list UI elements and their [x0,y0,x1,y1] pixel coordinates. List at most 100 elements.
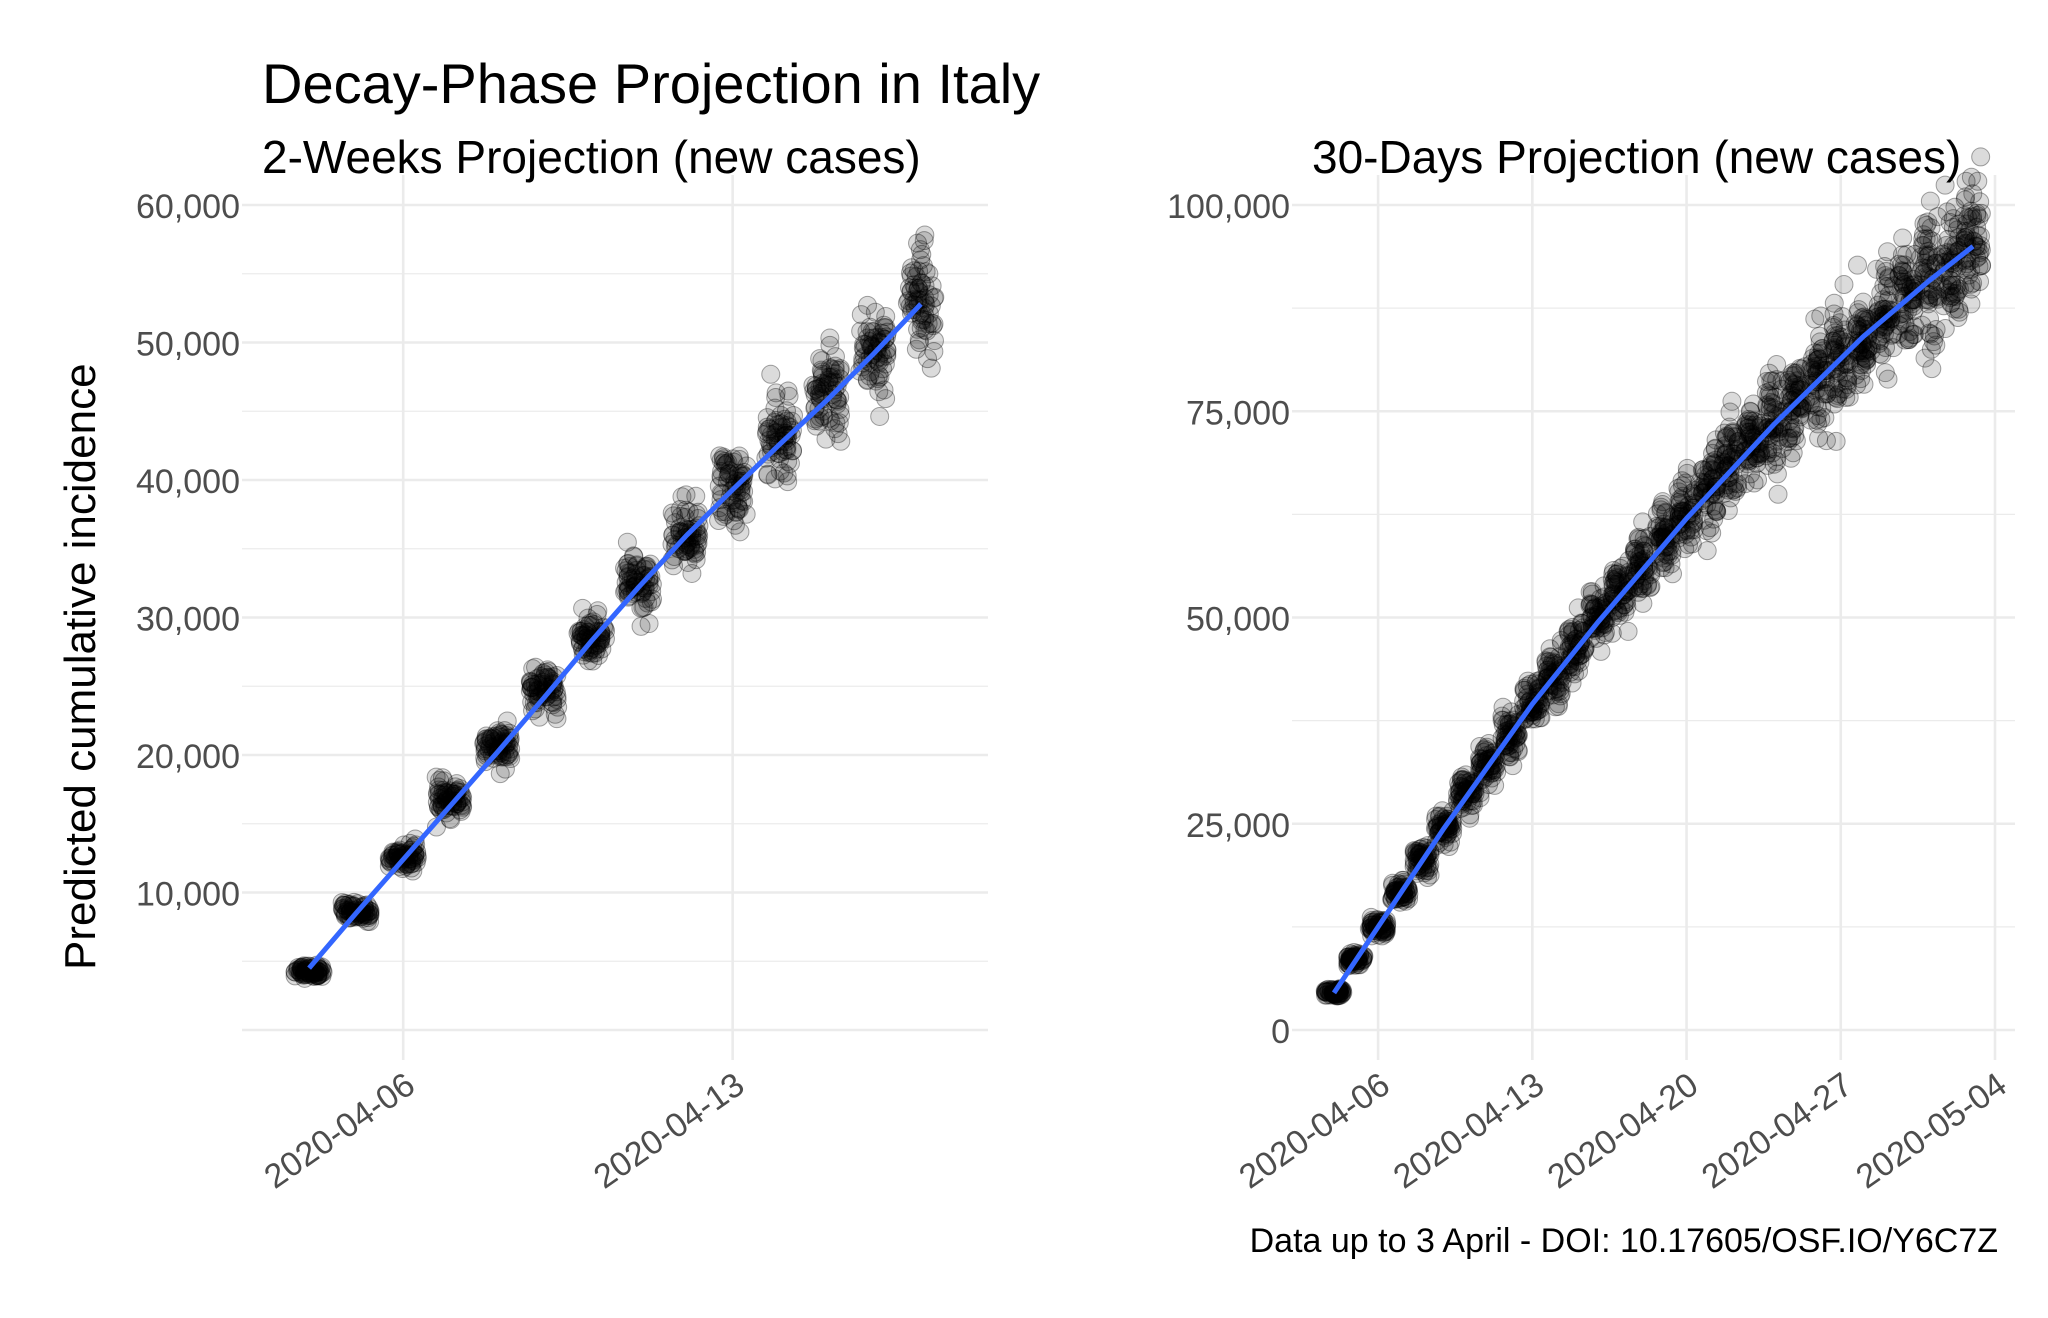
data-point [1584,599,1604,619]
data-point [475,741,495,761]
data-point [642,581,662,601]
data-point [1955,221,1975,241]
data-point [531,666,551,686]
data-point [537,660,557,680]
data-point [476,729,496,749]
data-point [476,726,496,746]
data-point [523,677,543,697]
data-point [358,907,378,927]
data-point [1971,147,1991,167]
data-point [335,895,355,915]
data-point [308,966,328,986]
data-point [307,966,327,986]
simulated-points [1315,147,1992,1006]
data-point [285,966,305,986]
data-point [1702,523,1722,543]
data-point [1673,486,1693,506]
data-point [480,728,500,748]
data-point [311,963,331,983]
data-point [295,968,315,988]
data-point [299,963,319,983]
data-point [620,563,640,583]
data-point [501,748,521,768]
data-point [1779,428,1799,448]
data-point [453,797,473,817]
data-point [641,592,661,612]
data-point [523,674,543,694]
data-point [547,709,567,729]
data-point [573,626,593,646]
data-point [571,625,591,645]
data-point [523,659,543,679]
gridlines [242,175,988,1060]
data-point [333,898,353,918]
data-point [537,667,557,687]
data-point [1602,623,1622,643]
data-point [406,852,426,872]
data-point [624,547,644,567]
data-point [308,966,328,986]
data-point [1785,364,1805,384]
data-point [618,553,638,573]
data-point [585,643,605,663]
data-point [578,651,598,671]
data-point [588,601,608,621]
data-point [384,843,404,863]
data-point [580,613,600,633]
x-tick-label: 2020-04-20 [1541,1065,1705,1196]
data-point [312,966,332,986]
data-point [432,768,452,788]
data-point [571,622,591,642]
data-point [520,671,540,691]
data-point [334,895,354,915]
data-point [1470,736,1490,756]
data-point [481,729,501,749]
data-point [520,681,540,701]
data-point [481,729,501,749]
data-point [302,958,322,978]
data-point [434,771,454,791]
data-point [638,593,658,613]
data-point [1697,541,1717,561]
data-point [436,783,456,803]
data-point [578,608,598,628]
data-point [310,965,330,985]
data-point [434,785,454,805]
data-point [313,962,333,982]
data-point [521,678,541,698]
data-point [618,567,638,587]
data-point [332,899,352,919]
data-point [680,537,700,557]
data-point [1801,410,1821,430]
data-point [547,690,567,710]
data-point [521,673,541,693]
data-point [1956,187,1976,207]
data-point [486,726,506,746]
data-point [1503,756,1523,776]
data-point [312,961,332,981]
data-point [288,960,308,980]
data-point [581,615,601,635]
y-tick-label: 50,000 [1186,601,1290,639]
y-tick-label: 100,000 [1167,188,1290,226]
data-point [1470,788,1490,808]
data-point [526,681,546,701]
data-point [308,966,328,986]
left-panel-title: 2-Weeks Projection (new cases) [262,131,921,183]
y-tick-label: 75,000 [1186,394,1290,432]
data-point [1961,274,1981,294]
data-point [583,612,603,632]
data-point [573,598,593,618]
data-point [308,962,328,982]
data-point [490,764,510,784]
data-point [439,781,459,801]
data-point [587,604,607,624]
data-point [571,621,591,641]
data-point [619,557,639,577]
data-point [332,893,352,913]
data-point [1888,324,1908,344]
data-point [533,672,553,692]
data-point [1935,175,1955,195]
